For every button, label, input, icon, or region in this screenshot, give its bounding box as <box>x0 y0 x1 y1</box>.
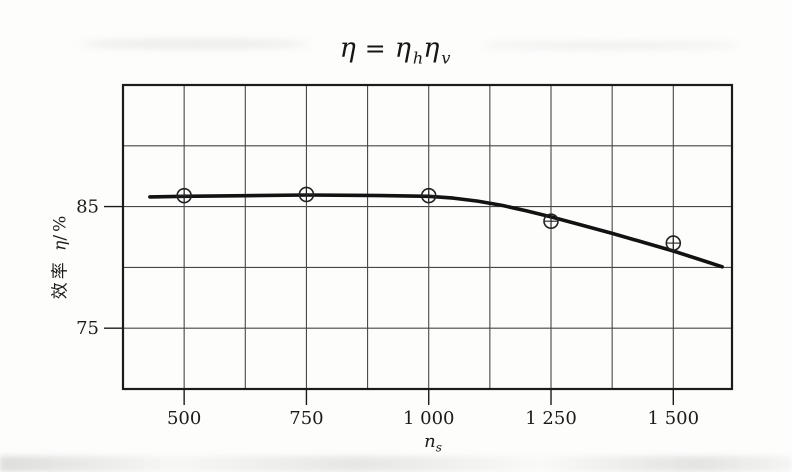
x-tick-label: 1 250 <box>525 408 577 429</box>
eta-symbol: η <box>339 33 358 64</box>
y-tick-label: 75 <box>76 318 99 339</box>
x-tick-label: 500 <box>167 408 201 429</box>
equals-sign: = <box>364 34 388 63</box>
y-tick-label: 85 <box>76 197 99 218</box>
x-tick-label: 1 500 <box>648 408 700 429</box>
x-axis-label-sub-s: s <box>435 440 442 455</box>
x-tick-label: 750 <box>289 408 323 429</box>
eta-h-symbol: η <box>394 33 413 64</box>
efficiency-curve <box>148 193 724 269</box>
subscript-v: v <box>441 48 451 68</box>
eta-v-symbol: η <box>423 33 442 64</box>
plot-border <box>121 83 734 391</box>
x-axis-label-n: n <box>424 431 436 452</box>
x-axis-label: ns <box>424 431 442 455</box>
x-tick-label: 1 000 <box>403 408 455 429</box>
chart-title: η = ηhηv <box>340 33 451 67</box>
subscript-h: h <box>412 48 424 68</box>
